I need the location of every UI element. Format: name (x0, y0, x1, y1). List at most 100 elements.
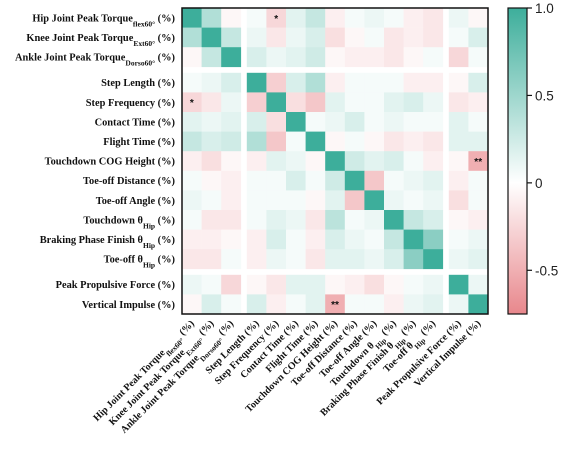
heatmap-cell (468, 72, 489, 93)
heatmap-cell (364, 47, 385, 68)
label-subscript: Ext60° (133, 39, 155, 48)
heatmap-cell (305, 229, 326, 250)
label-suffix: (%) (155, 255, 175, 266)
heatmap-cell (364, 210, 385, 230)
heatmap-cell (305, 249, 326, 270)
label-text: Ankle Joint Peak Torque (15, 53, 126, 64)
heatmap-cell (403, 8, 424, 28)
label-suffix: (%) (417, 318, 438, 339)
heatmap-cell (384, 294, 404, 315)
heatmap-cell (221, 112, 242, 132)
heatmap-cell (182, 170, 202, 191)
heatmap-cell (344, 47, 365, 68)
heatmap-cell (384, 274, 404, 295)
heatmap-cell (182, 72, 202, 93)
heatmap-cell (325, 294, 346, 315)
heatmap-frame (181, 7, 489, 315)
heatmap-cell (364, 131, 385, 152)
heatmap-cell (448, 151, 469, 172)
label-text: Flight Time (%) (103, 137, 175, 148)
heatmap-cell (246, 27, 267, 48)
heatmap-cell (266, 8, 287, 28)
row-label: Touchdown θHip (%) (83, 215, 175, 230)
heatmap-cell (448, 170, 469, 191)
heatmap-cell (423, 249, 444, 270)
heatmap-cell (266, 249, 287, 270)
heatmap-cell (246, 229, 267, 250)
label-text: Braking Phase Finish θ (40, 235, 143, 246)
heatmap-cell (344, 170, 365, 191)
heatmap-cell (201, 294, 222, 315)
heatmap-cell (364, 190, 385, 211)
heatmap-cell (364, 229, 385, 250)
heatmap-cell (305, 47, 326, 68)
heatmap-cell (423, 190, 444, 211)
significance-mark: * (274, 14, 278, 25)
heatmap-cell (266, 92, 287, 113)
heatmap-cell (305, 92, 326, 113)
heatmap-cell (325, 8, 346, 28)
heatmap-cell (325, 47, 346, 68)
heatmap-cell (468, 27, 489, 48)
heatmap-cell (468, 274, 489, 295)
heatmap-cell (325, 112, 346, 132)
label-suffix: (%) (176, 318, 197, 339)
heatmap-cell (286, 274, 306, 295)
heatmap-cell (468, 229, 489, 250)
heatmap-cell (221, 294, 242, 315)
label-suffix: (%) (397, 318, 418, 339)
heatmap-cell (221, 190, 242, 211)
heatmap-cell (201, 131, 222, 152)
heatmap-cell (246, 294, 267, 315)
heatmap-cell (201, 27, 222, 48)
heatmap-cell (286, 229, 306, 250)
heatmap-cell (182, 92, 202, 113)
significance-mark: ** (474, 157, 482, 168)
heatmap-cell (325, 190, 346, 211)
heatmap-cell (448, 47, 469, 68)
heatmap-cell (448, 72, 469, 93)
heatmap-cell (286, 8, 306, 28)
label-subscript: Hip (143, 260, 155, 269)
heatmap-cell (423, 229, 444, 250)
heatmap-cell (286, 294, 306, 315)
row-label: Toe-off Angle (%) (96, 196, 175, 207)
heatmap-cell (403, 92, 424, 113)
label-subscript: Hip (143, 221, 155, 230)
heatmap-cell (403, 170, 424, 191)
label-text: Hip Joint Peak Torque (32, 13, 133, 24)
label-suffix: (%) (155, 33, 175, 44)
heatmap-cell (423, 8, 444, 28)
label-text: Touchdown θ (83, 215, 143, 226)
heatmap-cell (423, 170, 444, 191)
label-text: Peak Propulsive Force (%) (56, 280, 175, 291)
heatmap-cell (305, 8, 326, 28)
heatmap-cell (286, 92, 306, 113)
heatmap-cell (201, 8, 222, 28)
heatmap-cell (468, 8, 489, 28)
heatmap-cell (286, 131, 306, 152)
heatmap-cell (344, 190, 365, 211)
heatmap-cell (468, 131, 489, 152)
heatmap-cell (384, 131, 404, 152)
heatmap-cell (286, 170, 306, 191)
heatmap-cell (201, 210, 222, 230)
heatmap-cell (266, 27, 287, 48)
heatmap-cell (423, 131, 444, 152)
colorbar-gradient (507, 7, 528, 315)
column-labels: Hip Joint Peak Torqueflex60° (%)Knee Joi… (91, 318, 483, 435)
heatmap-cell (403, 27, 424, 48)
heatmap-cell (266, 151, 287, 172)
label-suffix: (%) (155, 53, 175, 64)
heatmap-cell (384, 229, 404, 250)
heatmap-cell (364, 151, 385, 172)
heatmap-cell (266, 294, 287, 315)
heatmap-cell (448, 190, 469, 211)
significance-mark: * (190, 98, 194, 109)
heatmap-cell (384, 47, 404, 68)
row-label: Peak Propulsive Force (%) (56, 280, 175, 291)
heatmap-cell (286, 27, 306, 48)
row-label: Knee Joint Peak TorqueExt60° (%) (26, 33, 175, 48)
heatmap-cell (423, 47, 444, 68)
heatmap-cell (384, 151, 404, 172)
